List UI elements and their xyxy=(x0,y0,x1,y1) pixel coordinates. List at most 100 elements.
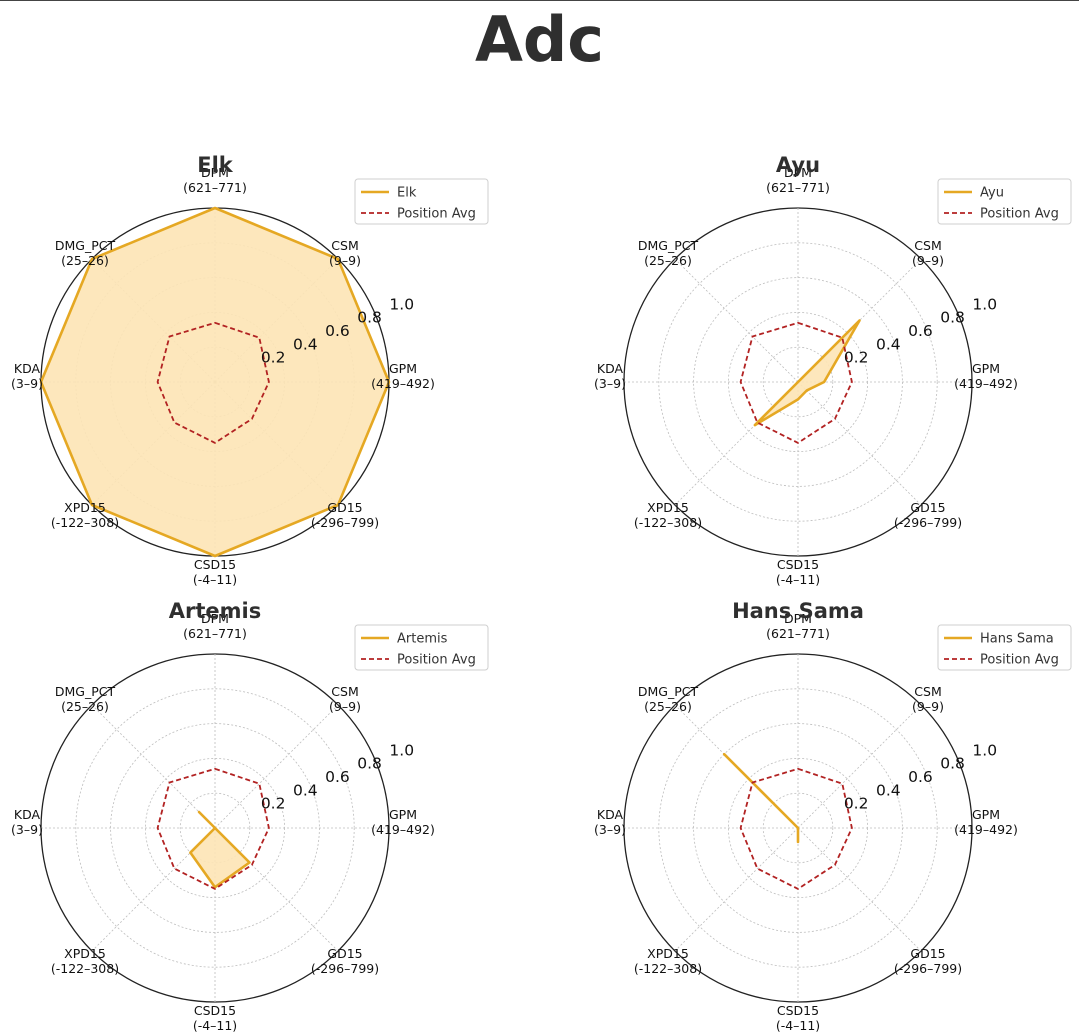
axis-range-dpm: (621–771) xyxy=(766,626,830,641)
radar-chart-artemis: 0.2 0.4 0.6 0.8 1.0 DPM(621–771) CSM(9–9) GPM(4… xyxy=(11,599,489,1033)
axis-range-gpm: (419–492) xyxy=(954,376,1018,391)
axis-range-dmg-pct: (25–26) xyxy=(61,699,109,714)
radar-chart-elk: 0.2 0.4 0.6 0.8 1.0 DPM(621–771) CSM(9–9) GPM(4… xyxy=(11,153,489,587)
chart-title: Elk xyxy=(197,153,234,177)
axis-spoke xyxy=(797,381,922,506)
axis-range-csm: (9–9) xyxy=(912,253,944,268)
chart-title: Artemis xyxy=(169,599,261,623)
axis-range-xpd15: (-122–308) xyxy=(634,961,702,976)
radial-tick-label: 0.8 xyxy=(940,755,965,773)
radial-tick-label: 0.2 xyxy=(844,795,869,813)
axis-label-gpm: GPM xyxy=(972,807,1000,822)
axis-label-csm: CSM xyxy=(914,684,941,699)
axis-label-gpm: GPM xyxy=(389,807,417,822)
radial-tick-label: 0.6 xyxy=(908,322,933,340)
series-position-avg xyxy=(739,767,853,890)
page-title: Adc xyxy=(474,3,605,76)
axis-range-csd15: (-4–11) xyxy=(193,572,237,587)
axis-label-csm: CSM xyxy=(331,238,358,253)
axis-range-dmg-pct: (25–26) xyxy=(61,253,109,268)
axis-label-dmg-pct: DMG_PCT xyxy=(55,238,116,253)
axis-spoke xyxy=(91,704,216,829)
axis-label-xpd15: XPD15 xyxy=(647,946,689,961)
radial-tick-label: 0.4 xyxy=(876,335,901,353)
axis-range-gd15: (-296–799) xyxy=(894,515,962,530)
radial-tick-label: 0.6 xyxy=(908,768,933,786)
legend-label: Elk xyxy=(397,186,417,201)
axis-spoke xyxy=(797,827,922,952)
radial-tick-label: 0.6 xyxy=(325,322,350,340)
axis-spoke xyxy=(674,258,799,383)
axis-label-csd15: CSD15 xyxy=(194,557,236,572)
axis-range-kda: (3–9) xyxy=(11,376,43,391)
axis-range-dmg-pct: (25–26) xyxy=(644,699,692,714)
series-position-avg xyxy=(156,321,270,444)
radial-tick-label: 1.0 xyxy=(972,295,997,313)
radial-tick-label: 1.0 xyxy=(389,741,414,759)
radar-chart-hans-sama: 0.2 0.4 0.6 0.8 1.0 DPM(621–771) CSM(9–9) GPM(4… xyxy=(594,599,1072,1033)
radial-tick-label: 0.2 xyxy=(261,795,286,813)
axis-label-kda: KDA xyxy=(597,361,624,376)
axis-range-dpm: (621–771) xyxy=(183,626,247,641)
series-position-avg xyxy=(739,321,853,444)
radial-tick-label: 0.6 xyxy=(325,768,350,786)
series-ayu xyxy=(753,319,861,427)
axis-range-gd15: (-296–799) xyxy=(311,515,379,530)
axis-range-kda: (3–9) xyxy=(594,376,626,391)
radial-tick-label: 0.8 xyxy=(357,755,382,773)
axis-label-csd15: CSD15 xyxy=(194,1003,236,1018)
axis-label-xpd15: XPD15 xyxy=(64,500,106,515)
axis-range-gd15: (-296–799) xyxy=(894,961,962,976)
legend-label: Position Avg xyxy=(980,653,1059,668)
axis-label-dpm: DPM xyxy=(784,611,812,626)
axis-label-csd15: CSD15 xyxy=(777,1003,819,1018)
grid-ring xyxy=(762,346,834,418)
radial-tick-label: 0.4 xyxy=(293,335,318,353)
radial-tick-label: 1.0 xyxy=(972,741,997,759)
radial-tick-label: 0.4 xyxy=(293,781,318,799)
axis-label-dpm: DPM xyxy=(784,165,812,180)
chart-title: Hans Sama xyxy=(732,599,864,623)
axis-range-xpd15: (-122–308) xyxy=(51,961,119,976)
legend-label: Position Avg xyxy=(397,207,476,222)
axis-label-gd15: GD15 xyxy=(327,946,362,961)
axis-range-csm: (9–9) xyxy=(912,699,944,714)
axis-label-gd15: GD15 xyxy=(910,946,945,961)
axis-range-dpm: (621–771) xyxy=(183,180,247,195)
axis-range-dpm: (621–771) xyxy=(766,180,830,195)
axis-label-xpd15: XPD15 xyxy=(647,500,689,515)
axis-label-gpm: GPM xyxy=(389,361,417,376)
axis-range-kda: (3–9) xyxy=(594,822,626,837)
axis-label-csd15: CSD15 xyxy=(777,557,819,572)
axis-label-dpm: DPM xyxy=(201,611,229,626)
axis-range-csm: (9–9) xyxy=(329,699,361,714)
radial-tick-label: 0.8 xyxy=(357,309,382,327)
axis-range-csm: (9–9) xyxy=(329,253,361,268)
axis-label-dpm: DPM xyxy=(201,165,229,180)
radial-tick-label: 0.8 xyxy=(940,309,965,327)
axis-spoke xyxy=(674,827,799,952)
axis-label-csm: CSM xyxy=(331,684,358,699)
top-border xyxy=(0,0,1079,1)
series-position-avg xyxy=(156,767,270,890)
grid-ring xyxy=(658,688,938,968)
axis-label-csm: CSM xyxy=(914,238,941,253)
axis-label-gd15: GD15 xyxy=(910,500,945,515)
axis-range-csd15: (-4–11) xyxy=(776,1018,820,1033)
grid-ring xyxy=(762,792,834,864)
axis-range-kda: (3–9) xyxy=(11,822,43,837)
legend-label: Ayu xyxy=(980,186,1004,201)
legend-label: Hans Sama xyxy=(980,632,1054,647)
axis-label-kda: KDA xyxy=(597,807,624,822)
axis-range-xpd15: (-122–308) xyxy=(634,515,702,530)
radial-tick-label: 0.2 xyxy=(844,349,869,367)
axis-label-dmg-pct: DMG_PCT xyxy=(55,684,116,699)
axis-label-kda: KDA xyxy=(14,361,41,376)
axis-label-gd15: GD15 xyxy=(327,500,362,515)
radar-chart-ayu: 0.2 0.4 0.6 0.8 1.0 DPM(621–771) CSM(9–9) GPM(4… xyxy=(594,153,1072,587)
axis-label-xpd15: XPD15 xyxy=(64,946,106,961)
axis-range-xpd15: (-122–308) xyxy=(51,515,119,530)
axis-range-gpm: (419–492) xyxy=(954,822,1018,837)
axis-label-dmg-pct: DMG_PCT xyxy=(638,238,699,253)
